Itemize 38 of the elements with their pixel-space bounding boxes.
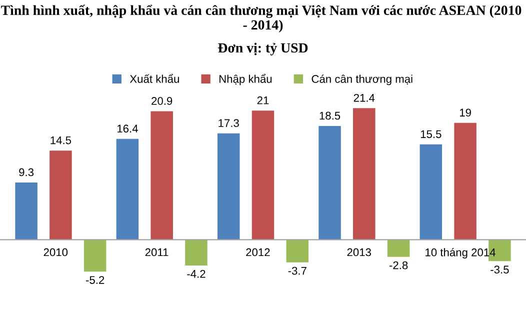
x-tick-label: 2011 [145, 248, 168, 256]
x-tick-label: 2010 [44, 248, 68, 256]
x-tick-label: 2012 [246, 248, 270, 256]
data-label: 14.5 [50, 136, 72, 144]
data-label: 17.3 [218, 119, 239, 128]
data-label: 16.4 [117, 124, 138, 133]
bar [420, 144, 442, 240]
chart-subtitle: Đơn vị: tỷ USD [218, 42, 308, 56]
data-label: 21 [257, 96, 269, 104]
data-label: -3.5 [490, 266, 509, 274]
bar [353, 108, 376, 240]
bar [318, 126, 341, 240]
data-label: 21.4 [354, 94, 375, 102]
bar [15, 182, 38, 240]
bar [185, 240, 208, 266]
x-tick-label: 2013 [347, 248, 371, 256]
data-label: 18.5 [320, 112, 340, 120]
bar [387, 240, 410, 257]
data-label: -2.8 [389, 261, 408, 270]
data-label: -4.2 [187, 270, 206, 278]
bar [252, 110, 274, 240]
data-label: 15.5 [420, 130, 442, 138]
bar [217, 133, 240, 240]
bar [150, 111, 173, 240]
legend-label: Nhập khẩu [219, 74, 272, 86]
bar [454, 122, 476, 240]
data-label: 20.9 [152, 97, 172, 105]
bar [50, 150, 72, 240]
data-label: 9.3 [19, 168, 34, 176]
data-label: -5.2 [86, 276, 104, 284]
chart-title: Tình hình xuất, nhập khẩu và cán cân thương mại Việt Nam với các nước ASEAN (2010 - 2014) [1, 4, 522, 32]
legend-label: Xuất khẩu [130, 74, 179, 83]
data-label: 19 [460, 108, 471, 117]
bar [116, 138, 139, 240]
bar [286, 240, 309, 262]
data-label: -3.7 [288, 266, 306, 275]
legend-label: Cán cân thương mại [312, 74, 412, 86]
bar [84, 240, 106, 272]
